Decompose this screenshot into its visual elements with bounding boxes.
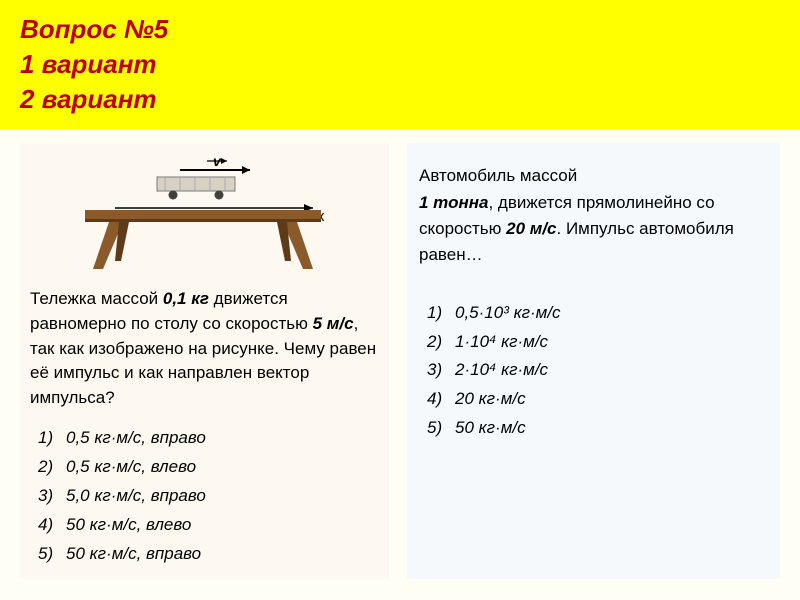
variant-1-options: 1)0,5 кг·м/с, вправо 2)0,5 кг·м/с, влево… [30, 424, 379, 568]
header-line-3: 2 вариант [20, 82, 780, 117]
opt-text: 50 кг·м/с [455, 414, 526, 443]
option-row: 2)0,5 кг·м/с, влево [38, 453, 379, 482]
opt-text: 0,5 кг·м/с, вправо [66, 424, 206, 453]
content: v x [0, 129, 800, 593]
variant-2-prompt: Автомобиль массой 1 тонна, движется прям… [419, 163, 768, 268]
opt-num: 4) [427, 385, 455, 414]
opt-num: 3) [38, 482, 66, 511]
variant-2-options: 1)0,5·10³ кг·м/с 2)1·10⁴ кг·м/с 3)2·10⁴ … [419, 299, 768, 443]
variant-2-column: Автомобиль массой 1 тонна, движется прям… [407, 143, 780, 579]
v1-speed: 5 м/с [313, 314, 354, 333]
opt-text: 5,0 кг·м/с, вправо [66, 482, 206, 511]
opt-text: 50 кг·м/с, влево [66, 511, 191, 540]
v2-speed: 20 м/с [506, 219, 556, 238]
opt-num: 2) [427, 328, 455, 357]
opt-text: 0,5·10³ кг·м/с [455, 299, 561, 328]
v2-text-1: Автомобиль массой [419, 166, 577, 185]
option-row: 5)50 кг·м/с, вправо [38, 540, 379, 569]
opt-num: 4) [38, 511, 66, 540]
opt-text: 1·10⁴ кг·м/с [455, 328, 548, 357]
option-row: 4)50 кг·м/с, влево [38, 511, 379, 540]
header-line-2: 1 вариант [20, 47, 780, 82]
variant-1-column: v x [20, 143, 389, 579]
header: Вопрос №5 1 вариант 2 вариант [0, 0, 800, 129]
opt-num: 5) [427, 414, 455, 443]
variant-1-prompt: Тележка массой 0,1 кг движется равномерн… [30, 287, 379, 410]
option-row: 3)5,0 кг·м/с, вправо [38, 482, 379, 511]
v1-mass: 0,1 кг [163, 289, 209, 308]
opt-text: 0,5 кг·м/с, влево [66, 453, 196, 482]
opt-text: 20 кг·м/с [455, 385, 526, 414]
opt-num: 3) [427, 356, 455, 385]
option-row: 3)2·10⁴ кг·м/с [427, 356, 768, 385]
option-row: 1)0,5 кг·м/с, вправо [38, 424, 379, 453]
v1-text-1: Тележка массой [30, 289, 163, 308]
opt-text: 50 кг·м/с, вправо [66, 540, 201, 569]
opt-num: 2) [38, 453, 66, 482]
v2-mass: 1 тонна [419, 193, 488, 212]
header-line-1: Вопрос №5 [20, 12, 780, 47]
option-row: 2)1·10⁴ кг·м/с [427, 328, 768, 357]
opt-num: 1) [427, 299, 455, 328]
option-row: 4)20 кг·м/с [427, 385, 768, 414]
option-row: 5)50 кг·м/с [427, 414, 768, 443]
opt-num: 1) [38, 424, 66, 453]
option-row: 1)0,5·10³ кг·м/с [427, 299, 768, 328]
cart-diagram: v x [65, 153, 345, 273]
opt-text: 2·10⁴ кг·м/с [455, 356, 548, 385]
opt-num: 5) [38, 540, 66, 569]
